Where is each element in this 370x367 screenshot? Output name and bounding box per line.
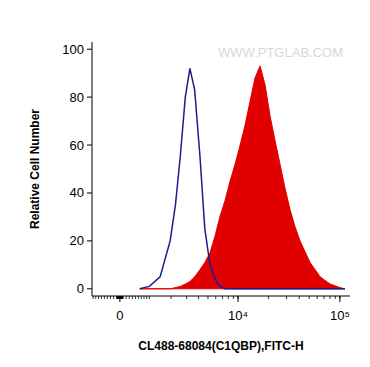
x-minor-tick [149, 296, 150, 299]
x-minor-tick [116, 296, 117, 299]
x-tick [119, 296, 120, 302]
x-minor-tick [118, 296, 119, 299]
y-tick-label: 80 [70, 90, 84, 105]
x-minor-tick [107, 296, 108, 299]
y-tick [87, 240, 92, 241]
x-minor-tick [324, 296, 325, 299]
x-minor-tick [93, 296, 94, 299]
chart: WWW.PTGLAB.COM 0 20 40 60 80 100 0 10⁴ 10⁵ CL488-6… [0, 0, 370, 367]
y-tick [87, 49, 92, 50]
y-tick-label: 100 [62, 42, 84, 57]
x-axis [92, 296, 350, 297]
x-minor-tick [144, 296, 145, 299]
x-minor-tick [126, 296, 127, 299]
y-tick-label: 20 [70, 233, 84, 248]
x-minor-tick [228, 296, 229, 299]
y-tick-label: 0 [77, 281, 84, 296]
x-minor-tick [117, 296, 118, 299]
x-tick-label: 10⁵ [330, 308, 350, 323]
x-minor-tick [198, 296, 199, 299]
x-tick [339, 296, 340, 302]
x-axis-label: CL488-68084(C1QBP),FITC-H [138, 339, 303, 353]
y-tick [87, 97, 92, 98]
x-minor-tick [95, 296, 96, 299]
x-minor-tick [171, 296, 172, 299]
x-tick-label: 10⁴ [228, 308, 248, 323]
watermark: WWW.PTGLAB.COM [218, 45, 343, 60]
x-minor-tick [101, 296, 102, 299]
x-minor-tick [121, 296, 122, 299]
x-minor-tick [113, 296, 114, 299]
y-axis [92, 42, 93, 296]
x-minor-tick [123, 296, 124, 299]
x-minor-tick [118, 296, 119, 299]
x-minor-tick [233, 296, 234, 299]
x-minor-tick [135, 296, 136, 299]
x-minor-tick [117, 296, 118, 299]
x-minor-tick [268, 296, 269, 299]
x-minor-tick [104, 296, 105, 299]
x-minor-tick [146, 296, 147, 299]
x-minor-tick [121, 296, 122, 299]
y-tick [87, 288, 92, 289]
x-minor-tick [122, 296, 123, 299]
line [140, 68, 345, 288]
y-tick [87, 145, 92, 146]
x-minor-tick [110, 296, 111, 299]
x-tick-label: 0 [116, 308, 123, 323]
x-minor-tick [117, 296, 118, 299]
x-minor-tick [122, 296, 123, 299]
x-minor-tick [207, 296, 208, 299]
x-minor-tick [286, 296, 287, 299]
x-minor-tick [138, 296, 139, 299]
x-minor-tick [132, 296, 133, 299]
x-tick [238, 296, 239, 302]
x-minor-tick [299, 296, 300, 299]
y-axis-label: Relative Cell Number [28, 109, 42, 229]
x-minor-tick [330, 296, 331, 299]
x-minor-tick [222, 296, 223, 299]
x-minor-tick [98, 296, 99, 299]
x-minor-tick [317, 296, 318, 299]
x-minor-tick [118, 296, 119, 299]
x-minor-tick [120, 296, 121, 299]
plot-data [140, 66, 345, 289]
x-minor-tick [309, 296, 310, 299]
x-minor-tick [335, 296, 336, 299]
x-minor-tick [122, 296, 123, 299]
y-tick-label: 60 [70, 138, 84, 153]
x-minor-tick [186, 296, 187, 299]
x-minor-tick [215, 296, 216, 299]
area [140, 66, 345, 289]
y-tick-label: 40 [70, 185, 84, 200]
y-tick [87, 192, 92, 193]
x-minor-tick [121, 296, 122, 299]
x-minor-tick [117, 296, 118, 299]
x-minor-tick [141, 296, 142, 299]
x-minor-tick [129, 296, 130, 299]
